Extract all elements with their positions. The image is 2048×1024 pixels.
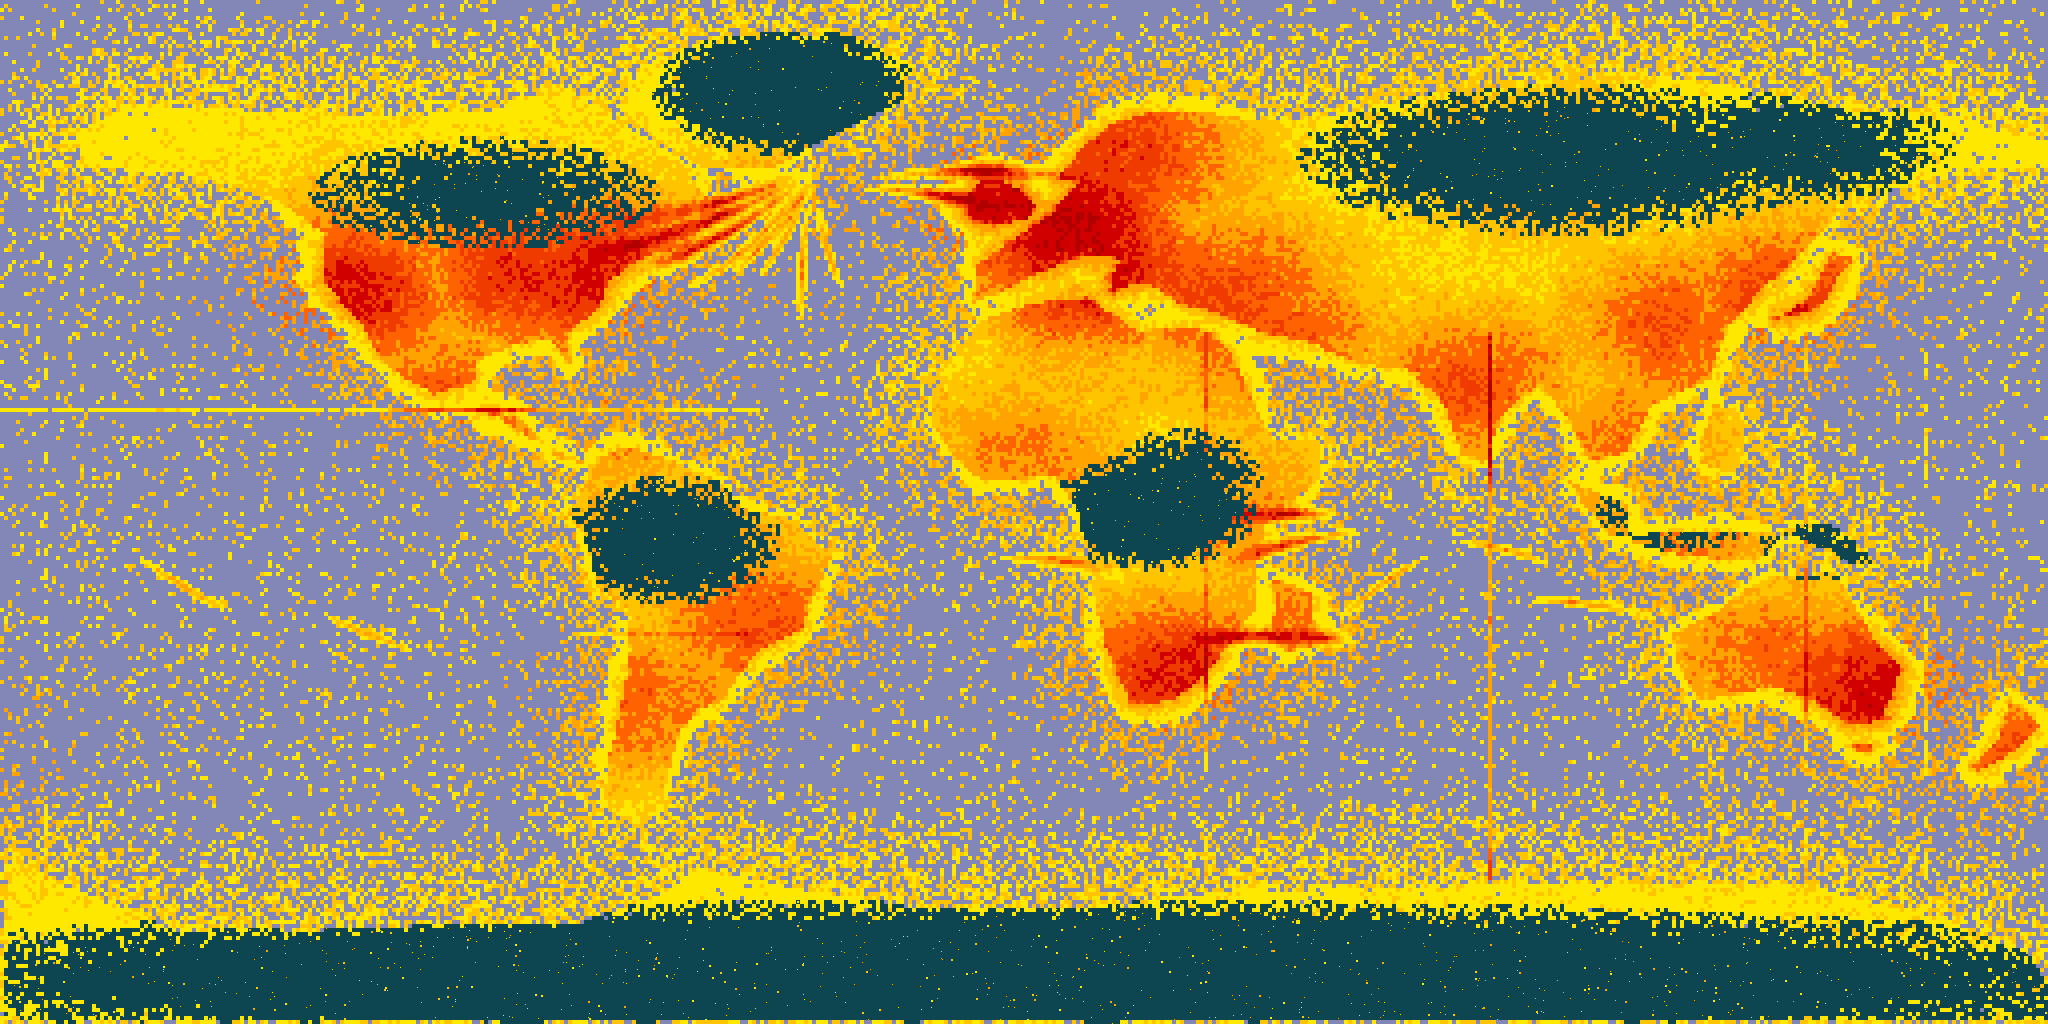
- global-density-map: Global Geotagged Data Density Heatmap Lo…: [0, 0, 2048, 1024]
- density-heatmap-canvas: [0, 0, 2048, 1024]
